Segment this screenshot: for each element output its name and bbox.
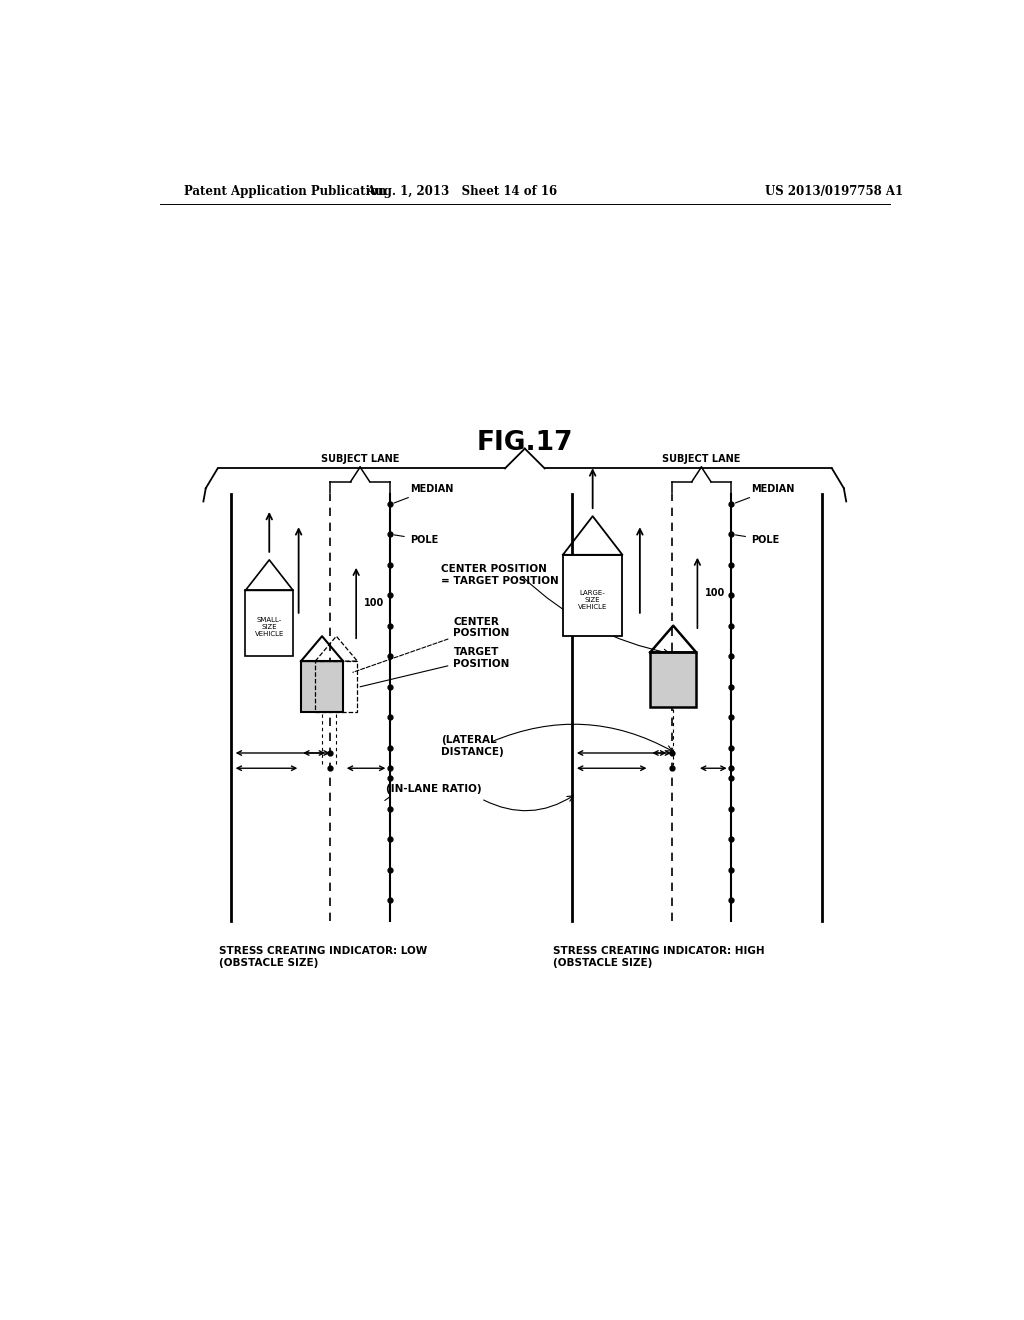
Text: MEDIAN: MEDIAN bbox=[394, 483, 453, 503]
Text: 100: 100 bbox=[706, 587, 726, 598]
Text: 100: 100 bbox=[365, 598, 384, 609]
Text: SMALL-
SIZE
VEHICLE: SMALL- SIZE VEHICLE bbox=[255, 616, 284, 636]
Text: MEDIAN: MEDIAN bbox=[735, 483, 795, 503]
Text: STRESS CREATING INDICATOR: LOW
(OBSTACLE SIZE): STRESS CREATING INDICATOR: LOW (OBSTACLE… bbox=[219, 946, 427, 968]
Bar bbox=[246, 590, 293, 656]
Text: LARGE-
SIZE
VEHICLE: LARGE- SIZE VEHICLE bbox=[578, 590, 607, 610]
Text: (LATERAL
DISTANCE): (LATERAL DISTANCE) bbox=[441, 735, 504, 756]
Text: US 2013/0197758 A1: US 2013/0197758 A1 bbox=[765, 185, 903, 198]
Text: CENTER
POSITION: CENTER POSITION bbox=[353, 616, 510, 672]
Text: POLE: POLE bbox=[735, 535, 779, 545]
Text: Patent Application Publication: Patent Application Publication bbox=[183, 185, 386, 198]
Text: STRESS CREATING INDICATOR: HIGH
(OBSTACLE SIZE): STRESS CREATING INDICATOR: HIGH (OBSTACL… bbox=[553, 946, 764, 968]
Text: SUBJECT LANE: SUBJECT LANE bbox=[321, 454, 399, 465]
Text: CENTER POSITION
= TARGET POSITION: CENTER POSITION = TARGET POSITION bbox=[441, 565, 559, 586]
Text: SUBJECT LANE: SUBJECT LANE bbox=[663, 454, 740, 465]
Text: FIG.17: FIG.17 bbox=[476, 430, 573, 455]
Text: POLE: POLE bbox=[394, 535, 438, 545]
Bar bbox=[650, 652, 696, 708]
Text: TARGET
POSITION: TARGET POSITION bbox=[360, 647, 510, 686]
Bar bbox=[563, 554, 623, 636]
Text: Aug. 1, 2013   Sheet 14 of 16: Aug. 1, 2013 Sheet 14 of 16 bbox=[366, 185, 557, 198]
Text: (IN-LANE RATIO): (IN-LANE RATIO) bbox=[386, 784, 481, 793]
Bar bbox=[301, 661, 343, 713]
Bar bbox=[315, 661, 357, 713]
